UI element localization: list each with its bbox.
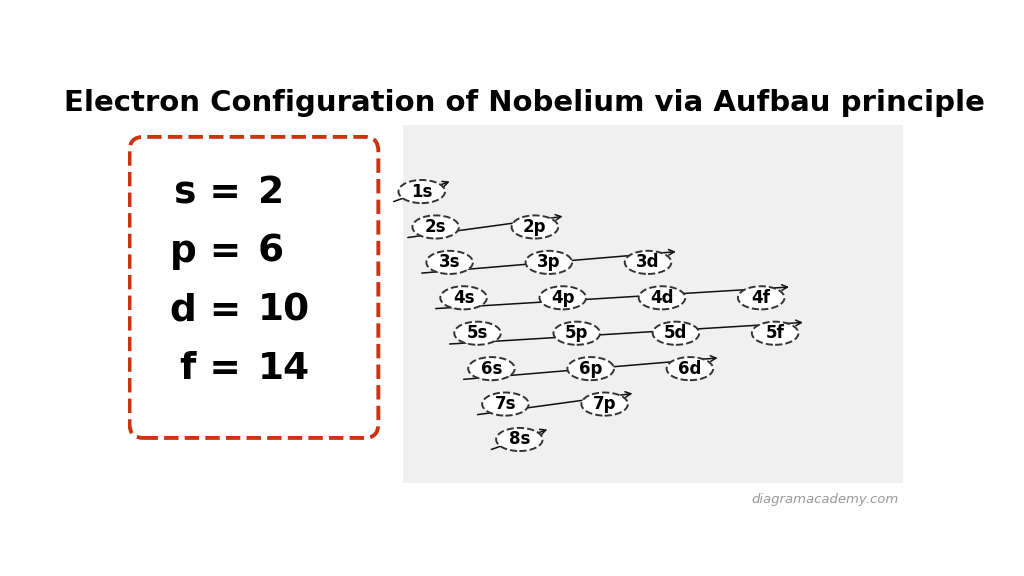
Ellipse shape <box>667 357 713 380</box>
Text: 6d: 6d <box>678 359 701 378</box>
Ellipse shape <box>752 321 799 345</box>
Text: 3d: 3d <box>636 253 659 271</box>
Text: 4d: 4d <box>650 289 674 307</box>
Ellipse shape <box>738 286 784 309</box>
Text: s =: s = <box>174 175 254 211</box>
Ellipse shape <box>625 251 672 274</box>
Text: 8s: 8s <box>509 430 530 449</box>
Text: diagramacademy.com: diagramacademy.com <box>752 494 899 506</box>
Ellipse shape <box>455 321 501 345</box>
Text: 7s: 7s <box>495 395 516 413</box>
Text: 6s: 6s <box>481 359 502 378</box>
Text: 3s: 3s <box>439 253 461 271</box>
Ellipse shape <box>582 392 628 416</box>
Ellipse shape <box>554 321 600 345</box>
Text: f =: f = <box>180 351 254 386</box>
Text: 5f: 5f <box>766 324 784 342</box>
Text: 2: 2 <box>258 175 284 211</box>
Text: 5d: 5d <box>665 324 687 342</box>
Text: 3p: 3p <box>537 253 560 271</box>
Text: 4f: 4f <box>752 289 771 307</box>
Text: d =: d = <box>170 292 254 328</box>
FancyBboxPatch shape <box>403 126 903 483</box>
Ellipse shape <box>468 357 515 380</box>
Text: 5s: 5s <box>467 324 488 342</box>
FancyBboxPatch shape <box>130 137 378 438</box>
Ellipse shape <box>426 251 473 274</box>
Ellipse shape <box>512 215 558 238</box>
Text: p =: p = <box>170 234 254 270</box>
Ellipse shape <box>540 286 586 309</box>
Ellipse shape <box>567 357 614 380</box>
Text: 10: 10 <box>258 292 310 328</box>
Text: 6p: 6p <box>579 359 602 378</box>
Text: 2p: 2p <box>523 218 547 236</box>
Text: 4s: 4s <box>453 289 474 307</box>
Ellipse shape <box>413 215 459 238</box>
Text: Electron Configuration of Nobelium via Aufbau principle: Electron Configuration of Nobelium via A… <box>65 89 985 117</box>
Text: 2s: 2s <box>425 218 446 236</box>
Text: 5p: 5p <box>565 324 589 342</box>
Text: 14: 14 <box>258 351 310 386</box>
Ellipse shape <box>525 251 572 274</box>
Ellipse shape <box>398 180 445 203</box>
Text: 1s: 1s <box>411 183 432 200</box>
Ellipse shape <box>639 286 685 309</box>
Text: 7p: 7p <box>593 395 616 413</box>
Text: 4p: 4p <box>551 289 574 307</box>
Ellipse shape <box>652 321 699 345</box>
Ellipse shape <box>482 392 528 416</box>
Ellipse shape <box>440 286 486 309</box>
Ellipse shape <box>496 428 543 451</box>
Text: 6: 6 <box>258 234 284 270</box>
